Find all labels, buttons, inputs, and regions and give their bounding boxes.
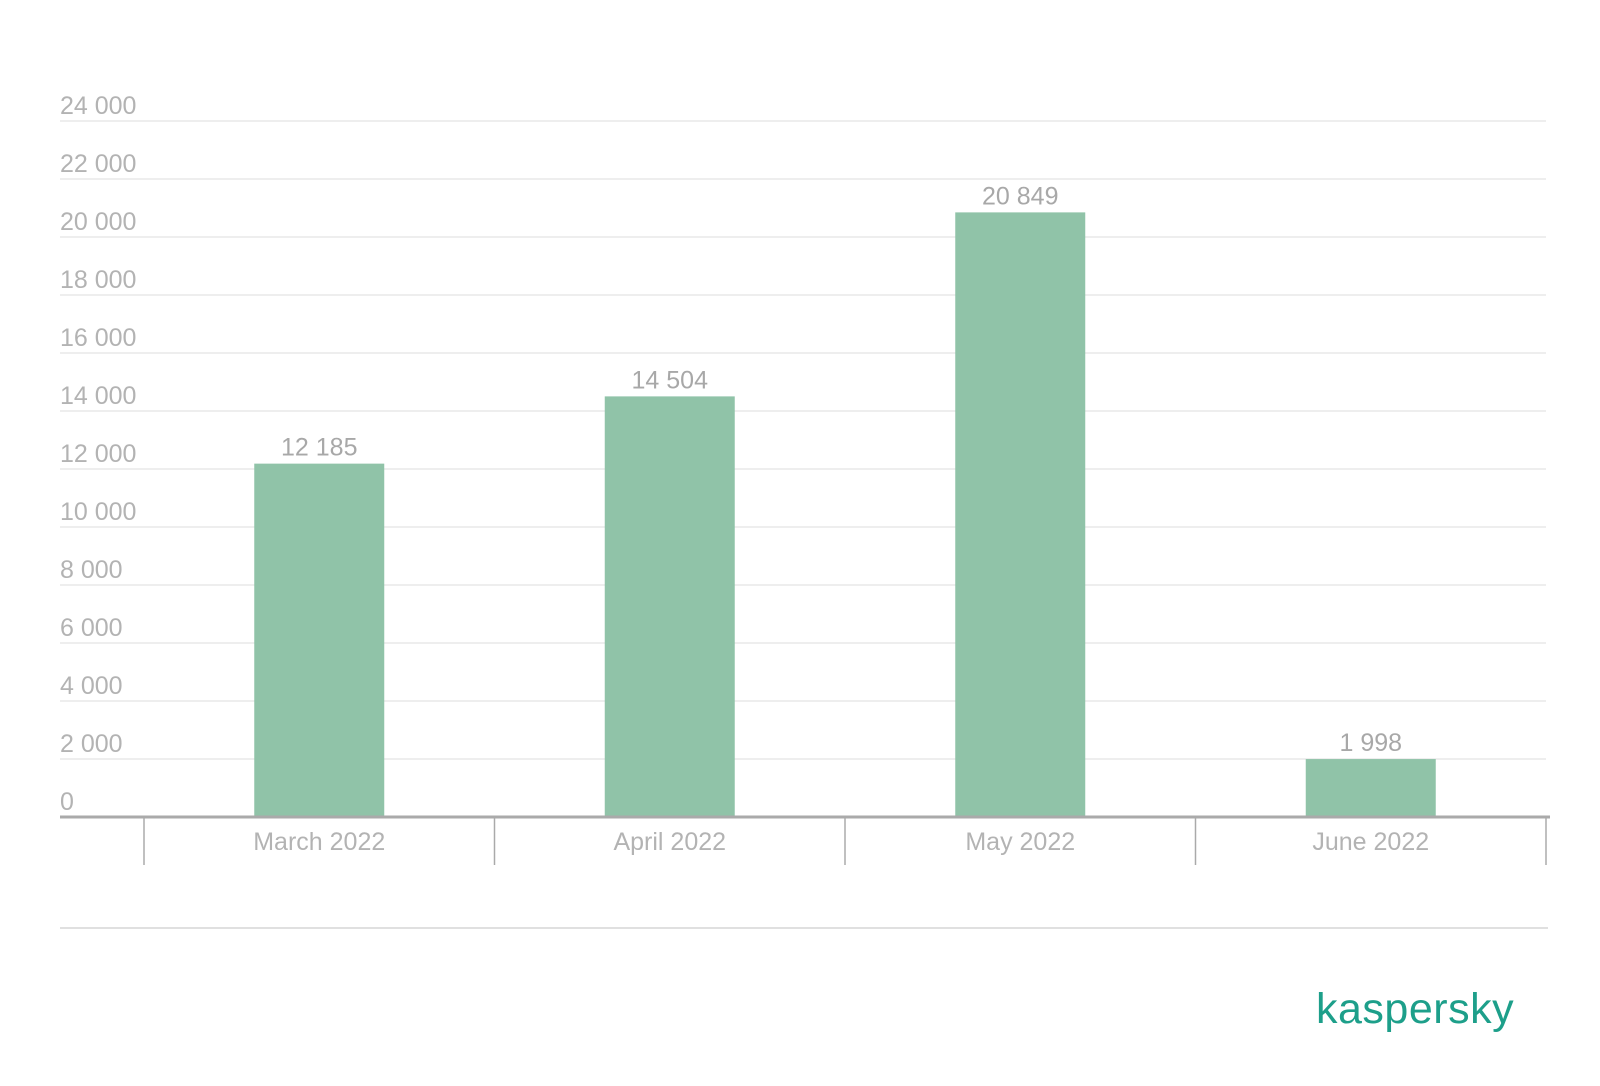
y-axis-tick-labels: 0 2 000 4 000 6 000 8 000 10 000 12 000 14 000 1… xyxy=(60,92,136,816)
x-category-label: May 2022 xyxy=(965,828,1075,856)
y-tick-label: 18 000 xyxy=(60,266,136,294)
bar-value-label: 14 504 xyxy=(632,366,709,394)
bar xyxy=(955,212,1086,817)
x-axis xyxy=(60,815,1550,865)
bar xyxy=(254,463,385,817)
y-tick-label: 2 000 xyxy=(60,730,123,758)
x-category-label: June 2022 xyxy=(1312,828,1429,856)
x-category-label: March 2022 xyxy=(253,828,385,856)
y-tick-label: 10 000 xyxy=(60,498,136,526)
y-tick-label: 6 000 xyxy=(60,614,123,642)
y-tick-label: 14 000 xyxy=(60,382,136,410)
bar-value-label: 20 849 xyxy=(982,182,1058,210)
y-tick-label: 0 xyxy=(60,788,74,816)
kaspersky-logo: kaspersky xyxy=(1316,985,1515,1033)
y-tick-label: 8 000 xyxy=(60,556,123,584)
y-tick-label: 24 000 xyxy=(60,92,136,120)
bar-value-label: 12 185 xyxy=(281,434,357,462)
bar xyxy=(604,396,735,817)
y-tick-label: 22 000 xyxy=(60,150,136,178)
bar-value-labels: 12 185 14 504 20 849 1 998 xyxy=(281,182,1402,757)
y-tick-label: 20 000 xyxy=(60,208,136,236)
x-category-label: April 2022 xyxy=(613,828,726,856)
y-tick-label: 4 000 xyxy=(60,672,123,700)
bar xyxy=(1305,759,1436,817)
bar-value-label: 1 998 xyxy=(1339,729,1402,757)
y-tick-label: 12 000 xyxy=(60,440,136,468)
y-tick-label: 16 000 xyxy=(60,324,136,352)
bars xyxy=(254,212,1436,817)
x-axis-category-labels: March 2022 April 2022 May 2022 June 2022 xyxy=(253,828,1429,856)
